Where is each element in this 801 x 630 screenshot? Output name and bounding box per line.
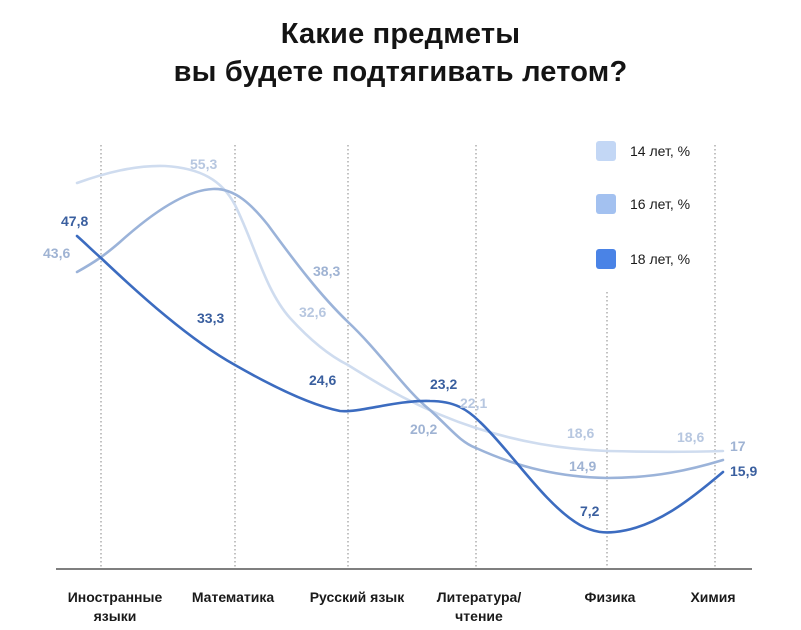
- x-label-line1: Математика: [191, 589, 275, 605]
- x-label-line2: языки: [93, 608, 137, 624]
- value-label-16-physics: 14,9: [569, 458, 596, 474]
- value-label-16-foreign: 43,6: [43, 245, 70, 261]
- legend-label-14: 14 лет, %: [630, 143, 691, 159]
- category-gridlines: [100, 145, 716, 568]
- series-14-line: [75, 164, 725, 454]
- x-label-chemistry: Химия: [690, 588, 735, 607]
- x-label-line1: Русский язык: [309, 589, 405, 605]
- value-label-18-literature: 23,2: [430, 376, 457, 392]
- chart-title-line1: Какие предметы: [280, 18, 521, 50]
- series-16-value-labels: 43,6 38,3 20,2 14,9 17: [43, 245, 746, 474]
- x-label-literature: Литература/ чтение: [437, 588, 521, 626]
- series-16-line: [75, 187, 725, 480]
- legend-label-18: 18 лет, %: [630, 251, 691, 267]
- value-label-14-math: 55,3: [190, 156, 217, 172]
- value-label-16-literature: 20,2: [410, 421, 437, 437]
- x-label-line1: Физика: [584, 589, 636, 605]
- x-label-foreign-languages: Иностранные языки: [68, 588, 163, 626]
- value-label-14-chemistry: 18,6: [677, 429, 704, 445]
- legend-swatch-16: [596, 194, 616, 214]
- legend-label-16: 16 лет, %: [630, 196, 691, 212]
- value-label-14-russian: 32,6: [299, 304, 326, 320]
- legend-swatch-14: [596, 141, 616, 161]
- value-label-18-physics: 7,2: [580, 503, 600, 519]
- chart-title-line2: вы будете подтягивать летом?: [173, 56, 628, 88]
- legend-swatch-18: [596, 249, 616, 269]
- value-label-14-literature: 22,1: [460, 395, 487, 411]
- x-label-line1: Литература/: [436, 589, 522, 605]
- value-label-18-math: 33,3: [197, 310, 224, 326]
- x-label-line1: Иностранные: [67, 589, 163, 605]
- value-label-16-chemistry: 17: [730, 438, 746, 454]
- value-label-18-foreign: 47,8: [61, 213, 88, 229]
- value-label-14-physics: 18,6: [567, 425, 594, 441]
- legend-item-18: 18 лет, %: [596, 248, 690, 270]
- value-label-18-russian: 24,6: [309, 372, 336, 388]
- legend-item-14: 14 лет, %: [596, 140, 690, 162]
- series-18-line: [75, 234, 725, 534]
- legend-item-16: 16 лет, %: [596, 193, 690, 215]
- value-label-18-chemistry: 15,9: [730, 463, 757, 479]
- x-label-russian: Русский язык: [310, 588, 405, 607]
- value-label-16-russian: 38,3: [313, 263, 340, 279]
- x-label-line1: Химия: [690, 589, 736, 605]
- series-18-value-labels: 47,8 33,3 24,6 23,2 7,2 15,9: [61, 213, 757, 519]
- series-14-value-labels: 55,3 32,6 22,1 18,6 18,6: [190, 156, 704, 445]
- x-label-line2: чтение: [455, 608, 503, 624]
- x-label-math: Математика: [192, 588, 274, 607]
- chart-title: Какие предметы вы будете подтягивать лет…: [0, 15, 801, 91]
- x-label-physics: Физика: [585, 588, 636, 607]
